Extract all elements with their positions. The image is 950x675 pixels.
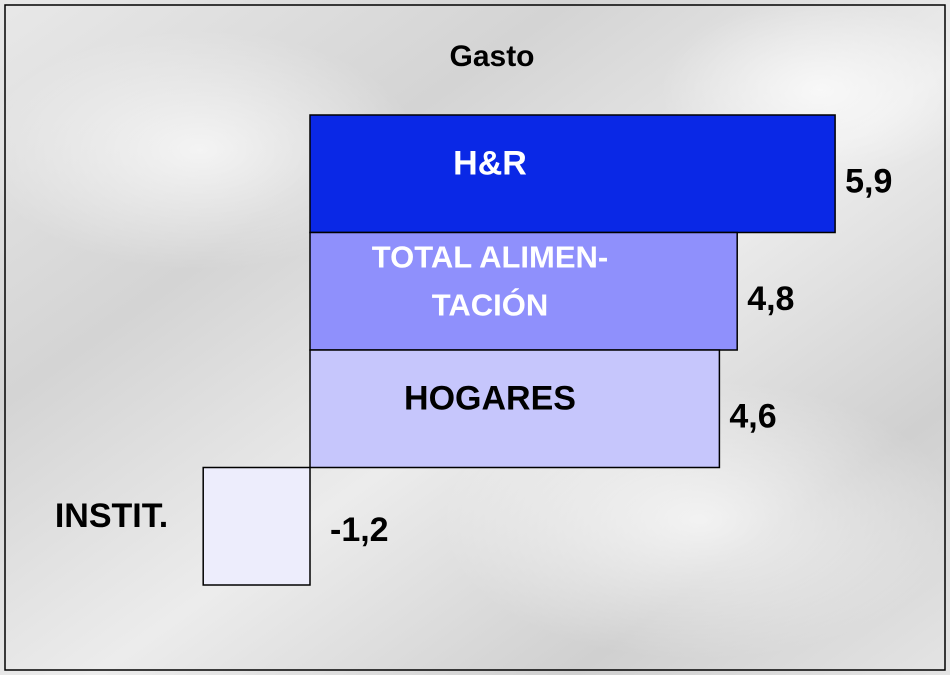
bar xyxy=(309,114,836,234)
bar xyxy=(202,466,311,586)
frame xyxy=(4,4,946,671)
value-label: 4,6 xyxy=(729,398,776,436)
value-label: 5,9 xyxy=(845,163,892,201)
category-label: H&R xyxy=(453,145,527,183)
category-label: TOTAL ALIMEN- xyxy=(372,239,609,274)
value-label: -1,2 xyxy=(330,511,389,549)
category-label: INSTIT. xyxy=(55,497,168,535)
category-label: HOGARES xyxy=(404,380,576,418)
chart-title: Gasto xyxy=(449,40,534,73)
category-label: TACIÓN xyxy=(432,286,549,322)
bar xyxy=(309,349,721,469)
value-label: 4,8 xyxy=(747,280,794,318)
